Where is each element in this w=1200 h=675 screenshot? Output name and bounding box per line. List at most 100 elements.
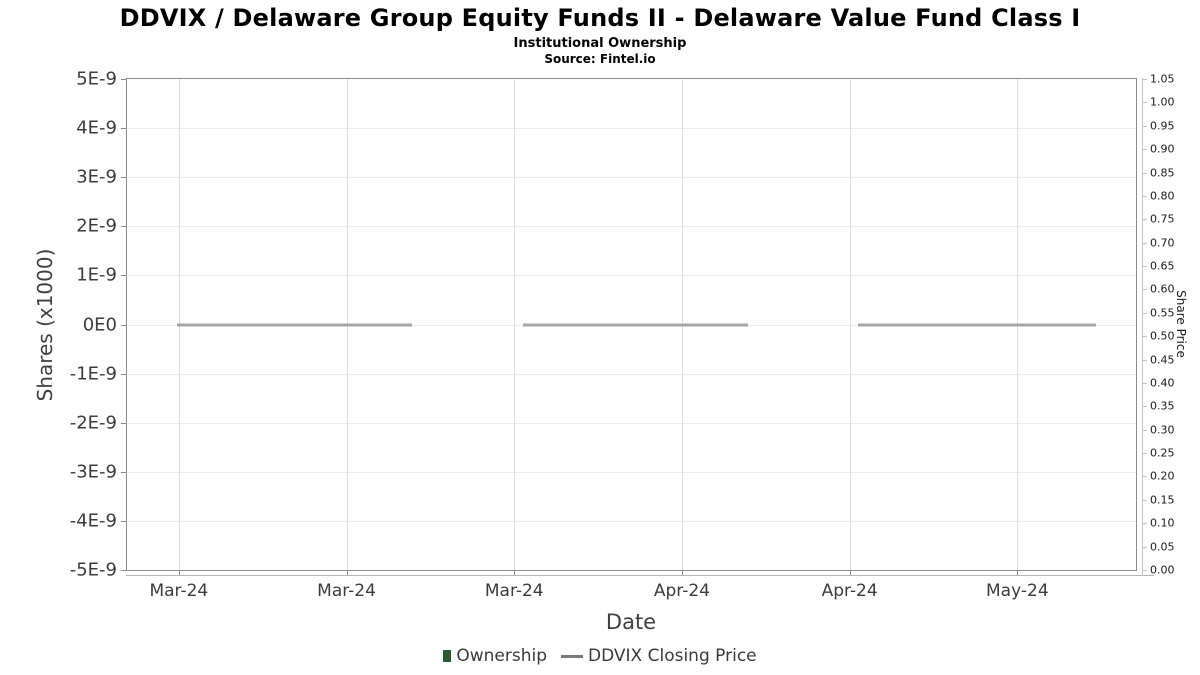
h-gridline [127, 520, 1136, 522]
y-right-tick-label: 0.15 [1150, 493, 1175, 507]
y-left-tick-label: 5E-9 [76, 68, 117, 90]
y-right-tick-label: 0.40 [1150, 376, 1175, 390]
y-right-tick-mark [1143, 359, 1147, 361]
legend-line-marker-icon [561, 654, 584, 658]
y-axis-right-title: Share Price [1174, 290, 1188, 358]
y-right-tick-mark [1143, 266, 1147, 268]
y-right-tick-label: 0.05 [1150, 540, 1175, 554]
y-right-tick-label: 0.45 [1150, 353, 1175, 367]
y-right-tick-label: 0.00 [1150, 563, 1175, 577]
legend-square-marker-icon [443, 650, 452, 662]
chart-title: DDVIX / Delaware Group Equity Funds II -… [119, 4, 1081, 32]
legend-item-label: DDVIX Closing Price [588, 646, 757, 666]
x-tick-mark [849, 570, 851, 575]
y-axis-left-title: Shares (x1000) [33, 248, 57, 402]
y-right-tick-mark [1143, 289, 1147, 291]
closing-price-line-segment [176, 323, 413, 326]
y-left-tick-label: 4E-9 [76, 117, 117, 139]
y-right-tick-label: 0.65 [1150, 259, 1175, 273]
y-axis-right-spine [1142, 78, 1143, 576]
legend-item-label: Ownership [456, 646, 548, 666]
chart-legend: Ownership DDVIX Closing Price [0, 646, 1200, 666]
x-tick-mark [178, 570, 180, 575]
x-axis-secondary-spine [126, 575, 1154, 576]
y-right-tick-mark [1143, 336, 1147, 338]
y-right-tick-mark [1143, 312, 1147, 314]
y-left-tick-label: -1E-9 [69, 363, 117, 385]
y-right-tick-label: 1.00 [1150, 95, 1175, 109]
y-right-tick-mark [1143, 125, 1147, 127]
y-right-tick-label: 0.60 [1150, 282, 1175, 296]
y-left-tick-label: -2E-9 [69, 412, 117, 434]
y-right-tick-label: 0.10 [1150, 516, 1175, 530]
y-right-tick-label: 0.25 [1150, 446, 1175, 460]
x-tick-mark [681, 570, 683, 575]
y-left-tick-mark [121, 422, 127, 424]
y-right-tick-label: 0.80 [1150, 189, 1175, 203]
y-right-tick-mark [1143, 149, 1147, 151]
x-tick-mark [1017, 570, 1019, 575]
y-right-tick-mark [1143, 242, 1147, 244]
y-right-tick-mark [1143, 429, 1147, 431]
y-left-tick-label: 0E0 [82, 314, 117, 335]
y-left-tick-mark [121, 373, 127, 375]
y-right-tick-label: 0.85 [1150, 166, 1175, 180]
y-right-tick-label: 0.75 [1150, 212, 1175, 226]
legend-item-ownership[interactable]: Ownership [443, 646, 547, 666]
x-tick-label: Mar-24 [149, 581, 209, 601]
x-tick-mark [346, 570, 348, 575]
v-gridline [849, 79, 851, 570]
x-tick-label: Apr-24 [821, 581, 878, 601]
h-gridline [127, 226, 1136, 228]
y-left-tick-label: 3E-9 [76, 166, 117, 188]
x-tick-label: May-24 [986, 581, 1049, 601]
y-left-tick-mark [121, 275, 127, 277]
closing-price-line-segment [857, 323, 1097, 326]
h-gridline [127, 177, 1136, 179]
y-right-tick-mark [1143, 79, 1147, 80]
y-right-tick-mark [1143, 453, 1147, 455]
y-right-tick-mark [1143, 523, 1147, 525]
y-left-tick-label: 2E-9 [76, 215, 117, 237]
y-right-tick-mark [1143, 476, 1147, 478]
closing-price-line-segment [523, 323, 748, 326]
y-left-tick-label: -5E-9 [69, 559, 117, 581]
y-left-tick-mark [121, 520, 127, 522]
y-right-tick-mark [1143, 499, 1147, 501]
legend-item-ddvix-closing-price[interactable]: DDVIX Closing Price [561, 646, 757, 666]
y-right-tick-label: 0.90 [1150, 142, 1175, 156]
x-tick-label: Mar-24 [317, 581, 376, 601]
y-right-tick-label: 0.95 [1150, 119, 1175, 133]
y-left-tick-label: -4E-9 [69, 510, 117, 532]
y-left-tick-mark [121, 79, 127, 80]
chart-subtitle: Institutional Ownership [513, 36, 687, 51]
y-right-tick-mark [1143, 195, 1147, 197]
y-right-tick-mark [1143, 382, 1147, 384]
chart-source: Source: Fintel.io [544, 52, 656, 66]
y-left-tick-label: -3E-9 [69, 461, 117, 483]
y-left-tick-mark [121, 226, 127, 228]
x-tick-mark [514, 570, 516, 575]
y-right-tick-label: 0.20 [1150, 469, 1175, 483]
y-left-tick-mark [121, 471, 127, 473]
y-right-tick-mark [1143, 172, 1147, 174]
y-left-tick-mark [121, 128, 127, 130]
y-right-tick-label: 1.05 [1150, 72, 1175, 86]
y-right-tick-mark [1143, 546, 1147, 548]
h-gridline [127, 373, 1136, 375]
y-left-tick-mark [121, 324, 127, 326]
x-tick-label: Mar-24 [484, 581, 544, 601]
y-right-tick-label: 0.55 [1150, 306, 1175, 320]
v-gridline [514, 79, 516, 570]
h-gridline [127, 471, 1136, 473]
y-right-tick-label: 0.35 [1150, 399, 1175, 413]
h-gridline [127, 128, 1136, 130]
chart-plot-area: 5E-9 4E-9 3E-9 2E-9 1E-9 0E0 -1E-9 -2E-9 -3E-9 -4… [70, 69, 1175, 602]
y-right-tick-mark [1143, 219, 1147, 221]
y-left-tick-label: 1E-9 [76, 264, 117, 286]
y-left-tick-mark [121, 570, 127, 571]
h-gridline [127, 275, 1136, 277]
x-tick-label: Apr-24 [653, 581, 710, 601]
x-axis-title: Date [605, 610, 657, 634]
